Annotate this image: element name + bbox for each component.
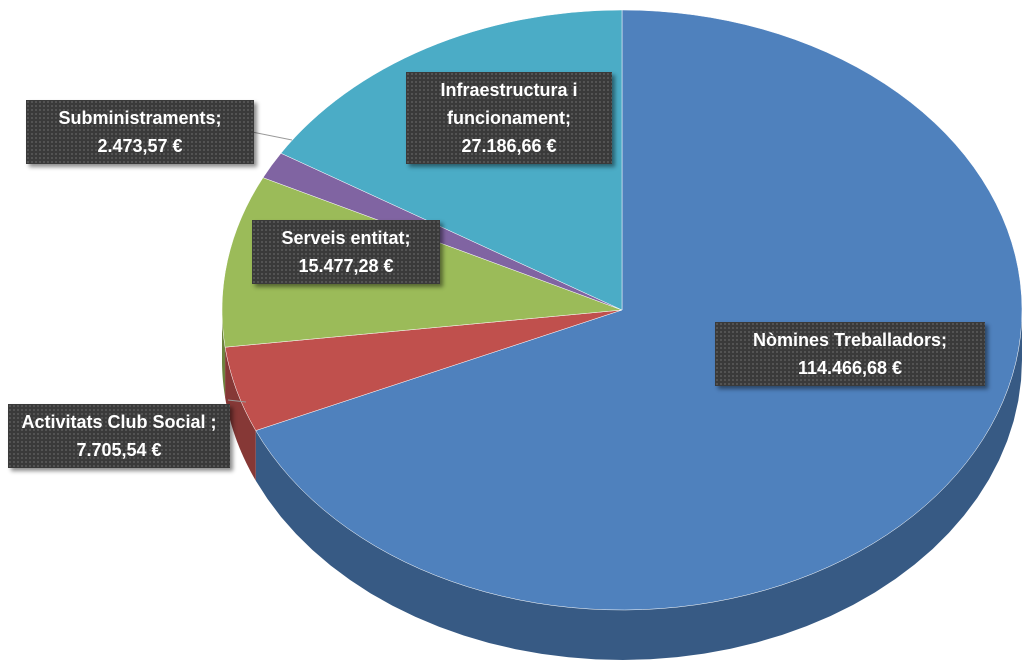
slice-side xyxy=(255,310,1023,660)
leader-line xyxy=(227,399,247,403)
label-category: Infraestructura i funcionament; xyxy=(440,80,578,128)
label-value: 114.466,68 € xyxy=(797,358,903,378)
data-label: Infraestructura i funcionament; 27.186,6… xyxy=(406,72,612,164)
label-category: Nòmines Treballadors; xyxy=(752,330,948,350)
data-label: Nòmines Treballadors; 114.466,68 € xyxy=(715,322,985,386)
label-value: 27.186,66 € xyxy=(461,136,557,156)
leader-line xyxy=(251,131,293,141)
label-value: 2.473,57 € xyxy=(97,136,183,156)
label-value: 7.705,54 € xyxy=(76,440,162,460)
data-label: Subministraments; 2.473,57 € xyxy=(26,100,254,164)
label-value: 15.477,28 € xyxy=(298,256,394,276)
slice-side xyxy=(222,310,226,398)
slice-side xyxy=(225,347,256,481)
label-category: Serveis entitat; xyxy=(281,228,411,248)
slice xyxy=(255,9,1023,611)
data-label: Activitats Club Social ; 7.705,54 € xyxy=(8,404,230,468)
label-category: Activitats Club Social ; xyxy=(21,412,217,432)
label-category: Subministraments; xyxy=(58,108,222,128)
data-label: Serveis entitat; 15.477,28 € xyxy=(252,220,440,284)
